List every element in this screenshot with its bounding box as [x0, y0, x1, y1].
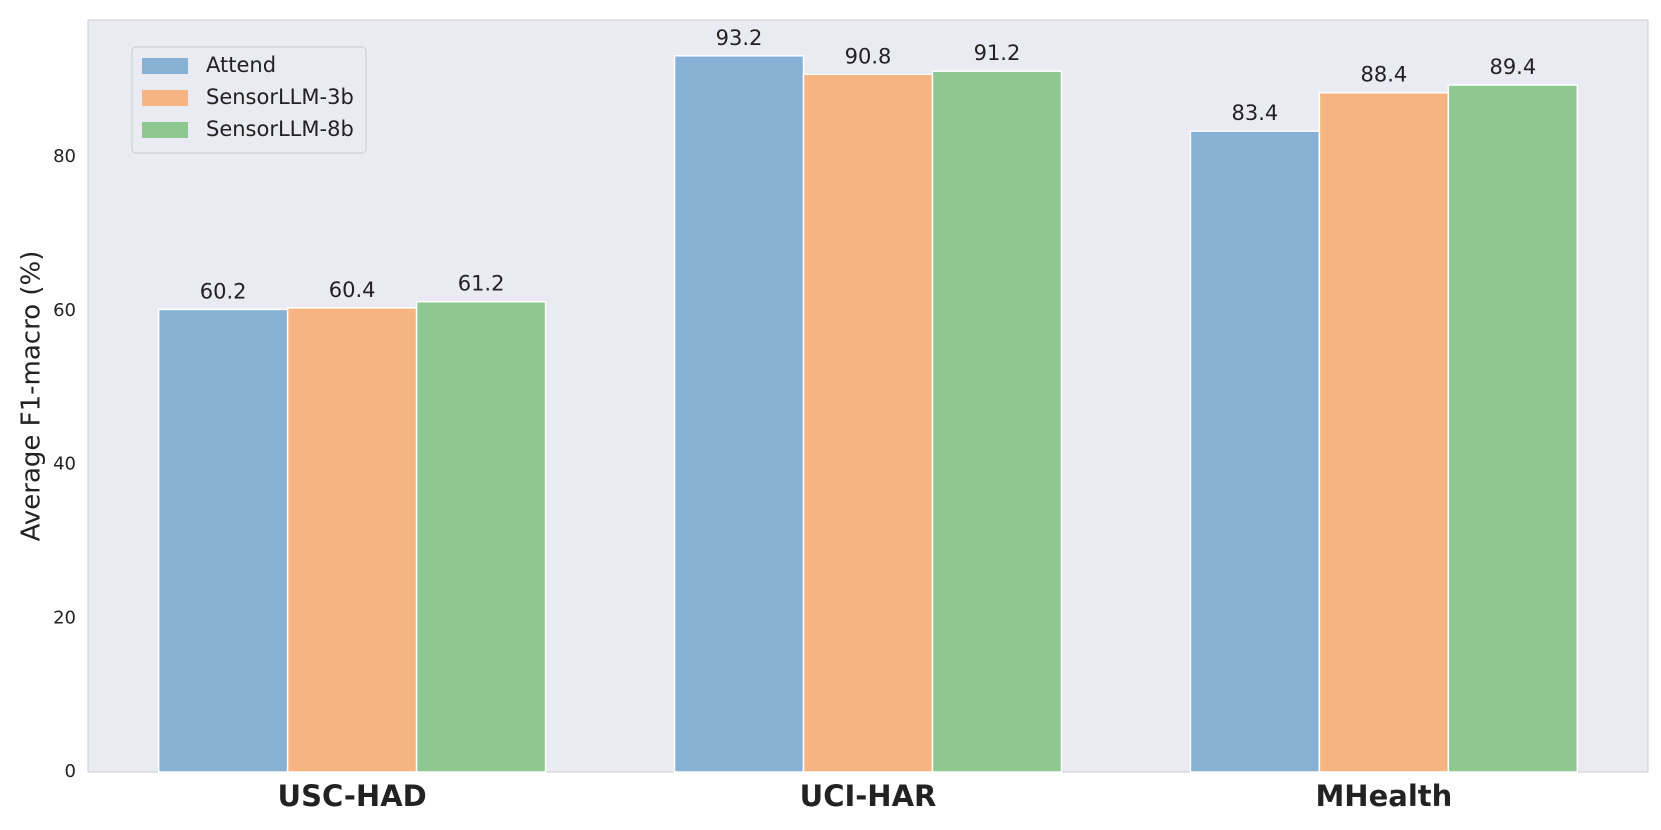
x-tick-label: MHealth — [1315, 779, 1452, 813]
value-label: 93.2 — [716, 26, 763, 50]
legend-box — [131, 46, 367, 154]
value-label: 83.4 — [1232, 101, 1279, 125]
legend-label: Attend — [206, 53, 276, 77]
y-tick-label: 40 — [53, 454, 76, 475]
bar — [802, 73, 934, 773]
value-label: 90.8 — [845, 44, 892, 68]
bar — [1447, 84, 1579, 773]
value-label: 91.2 — [974, 41, 1021, 65]
legend-swatch — [142, 90, 188, 106]
legend-swatch — [142, 58, 188, 74]
value-label: 61.2 — [458, 272, 505, 296]
legend-label: SensorLLM-3b — [206, 85, 354, 109]
legend-swatch — [142, 122, 188, 138]
value-label: 60.2 — [200, 279, 247, 303]
bar — [415, 300, 547, 773]
y-tick-label: 0 — [65, 761, 76, 782]
y-tick-label: 60 — [53, 300, 76, 321]
bar — [157, 308, 289, 773]
bar — [673, 55, 805, 773]
x-tick-label: UCI-HAR — [800, 779, 937, 813]
bar — [1318, 91, 1450, 773]
y-tick-label: 20 — [53, 607, 76, 628]
bar — [931, 70, 1063, 773]
y-axis-label: Average F1-macro (%) — [17, 251, 47, 542]
y-tick-label: 80 — [53, 146, 76, 167]
value-label: 89.4 — [1489, 55, 1536, 79]
bar — [1189, 130, 1321, 773]
legend-label: SensorLLM-8b — [206, 117, 354, 141]
x-tick-label: USC-HAD — [278, 779, 427, 813]
bar — [286, 307, 418, 773]
value-label: 88.4 — [1360, 63, 1407, 87]
value-label: 60.4 — [329, 278, 376, 302]
